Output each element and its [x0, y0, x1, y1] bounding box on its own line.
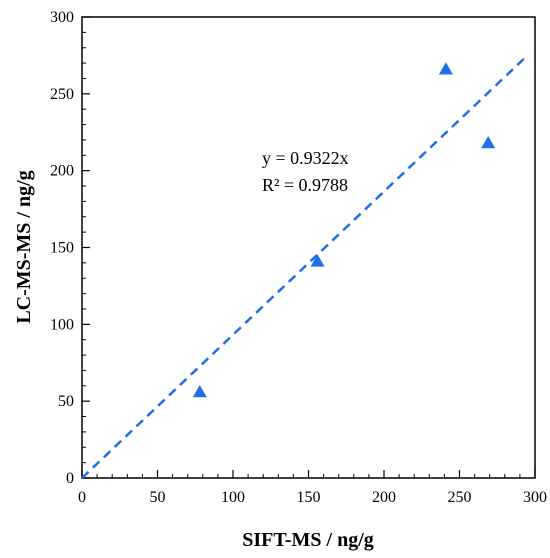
data-point-triangle	[310, 254, 325, 267]
r-squared-label: R² = 0.9788	[262, 175, 348, 195]
x-tick-label: 0	[78, 489, 86, 506]
y-tick-label: 250	[50, 86, 74, 103]
y-tick-label: 50	[58, 393, 74, 410]
x-tick-label: 50	[150, 489, 166, 506]
y-axis-label: LC-MS-MS / ng/g	[13, 170, 35, 323]
x-tick-labels: 0 50 100 150 200 250 300	[78, 489, 547, 506]
x-tick-label: 300	[523, 489, 547, 506]
minor-ticks	[82, 31, 521, 478]
y-tick-label: 150	[50, 240, 74, 257]
trendline	[81, 54, 529, 479]
x-tick-label: 100	[221, 489, 245, 506]
y-tick-label: 100	[50, 316, 74, 333]
x-tick-label: 250	[448, 489, 472, 506]
y-tick-label: 200	[50, 163, 74, 180]
data-point-triangle	[438, 62, 453, 75]
y-tick-label: 300	[50, 9, 74, 26]
y-tick-labels: 0 50 100 150 200 250 300	[50, 9, 74, 487]
x-tick-label: 150	[297, 489, 321, 506]
trendline-equation: y = 0.9322x	[262, 148, 349, 168]
y-tick-label: 0	[66, 470, 74, 487]
plot-frame	[81, 16, 536, 479]
x-tick-label: 200	[372, 489, 396, 506]
x-axis-label: SIFT-MS / ng/g	[242, 529, 374, 551]
major-ticks	[81, 16, 536, 479]
data-points	[192, 62, 496, 398]
data-point-triangle	[192, 384, 207, 398]
data-point-triangle	[481, 136, 496, 149]
